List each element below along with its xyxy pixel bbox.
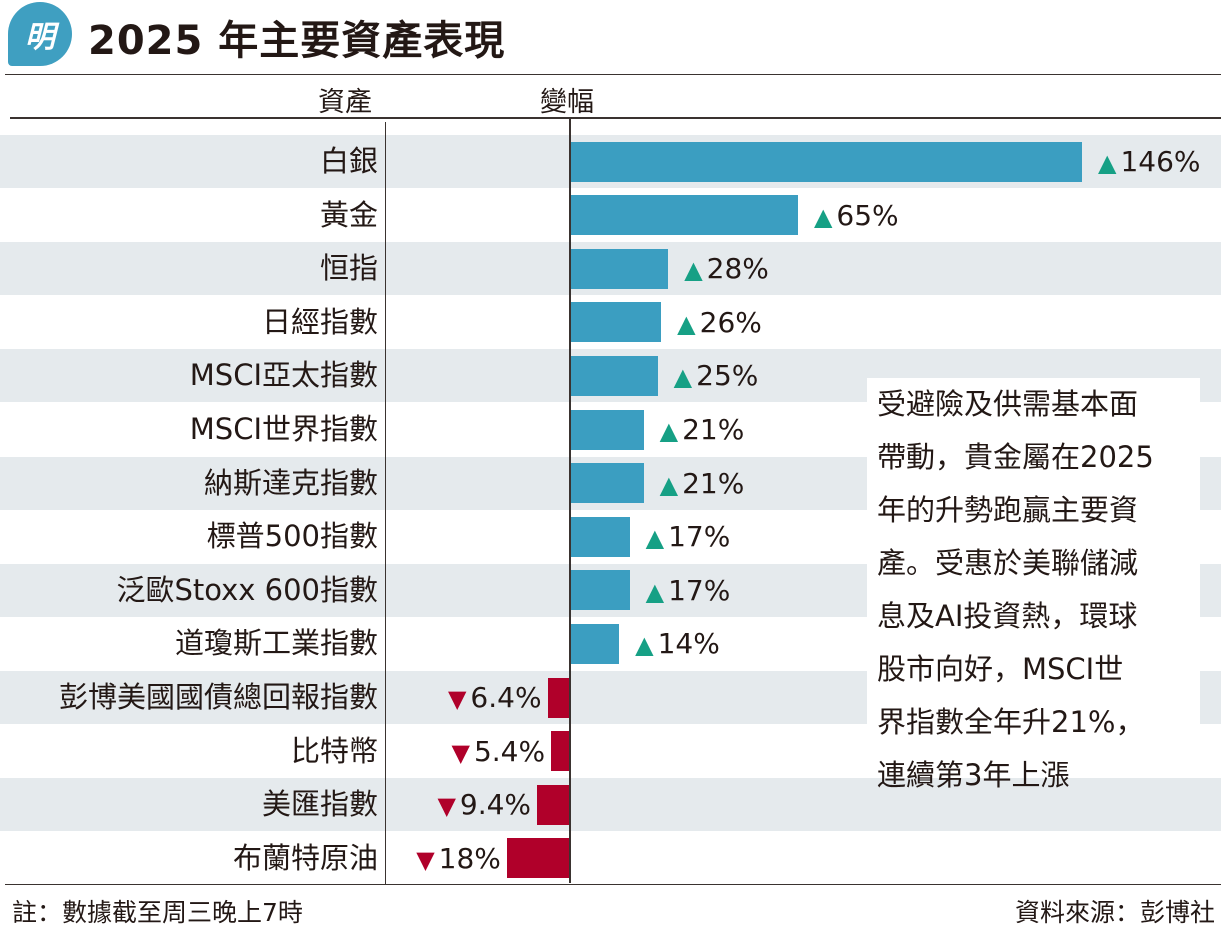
- value-label: ▼ 9.4%: [437, 778, 531, 833]
- annotation-line: 受避險及供需基本面: [877, 387, 1139, 421]
- category-label: 道瓊斯工業指數: [174, 626, 378, 661]
- bar: [570, 195, 798, 236]
- value-label: ▲ 146%: [1098, 135, 1201, 190]
- up-arrow-icon: ▲: [813, 202, 833, 231]
- up-arrow-icon: ▲: [659, 417, 679, 445]
- down-arrow-icon: ▼: [447, 685, 467, 713]
- up-arrow-icon: ▲: [645, 577, 665, 606]
- value-label: ▲ 21%: [660, 403, 745, 458]
- bar: [547, 677, 570, 718]
- value-text: 21%: [682, 413, 745, 446]
- bar: [570, 623, 620, 664]
- chart-title: 2025 年主要資產表現: [88, 18, 506, 64]
- annotation-line: 年的升勢跑贏主要資: [877, 493, 1139, 527]
- annotation-line: 帶動，貴金屬在2025: [877, 440, 1154, 474]
- value-text: 14%: [657, 627, 720, 661]
- value-text: 17%: [668, 520, 731, 554]
- up-arrow-icon: ▲: [1098, 149, 1117, 177]
- value-text: 28%: [706, 252, 769, 286]
- bar: [570, 248, 669, 289]
- value-label: ▼ 5.4%: [451, 725, 545, 780]
- value-text: 17%: [668, 573, 731, 607]
- value-label: ▲ 17%: [646, 510, 731, 565]
- annotation-line: 界指數全年升21%，: [877, 705, 1145, 739]
- bar: [570, 141, 1082, 182]
- value-label: ▲ 21%: [660, 457, 745, 512]
- category-label: 比特幣: [290, 733, 378, 768]
- annotation-line: 股市向好，MSCI世: [877, 652, 1124, 686]
- bar: [506, 838, 570, 879]
- value-text: 65%: [836, 198, 899, 232]
- annotation-box: 受避險及供需基本面 帶動，貴金屬在2025 年的升勢跑贏主要資 產。受惠於美聯儲…: [867, 378, 1200, 792]
- value-label: ▲ 28%: [684, 242, 769, 297]
- up-arrow-icon: ▲: [635, 631, 654, 660]
- up-arrow-icon: ▲: [659, 470, 679, 499]
- row-stripe: [0, 778, 1221, 832]
- value-text: 5.4%: [473, 734, 546, 768]
- bar: [570, 355, 658, 396]
- category-label: 泛歐Stoxx 600指數: [116, 572, 378, 607]
- divider: [5, 74, 1221, 75]
- column-header-change: 變幅: [540, 87, 594, 118]
- value-label: ▼ 6.4%: [448, 671, 542, 726]
- down-arrow-icon: ▼: [437, 792, 456, 821]
- bar: [551, 731, 570, 772]
- down-arrow-icon: ▼: [416, 845, 435, 874]
- divider: [5, 884, 1221, 885]
- source: 資料來源：彭博社: [1014, 898, 1215, 927]
- value-text: 9.4%: [459, 788, 532, 822]
- category-label: MSCI亞太指數: [189, 358, 378, 393]
- bar: [537, 784, 570, 825]
- category-label: 美匯指數: [261, 787, 378, 822]
- value-text: 25%: [696, 359, 759, 393]
- category-label: 黃金: [319, 197, 378, 232]
- category-label: 標普500指數: [206, 519, 378, 554]
- up-arrow-icon: ▲: [684, 256, 703, 285]
- bar: [570, 409, 644, 450]
- up-arrow-icon: ▲: [673, 363, 693, 392]
- value-text: 18%: [438, 841, 501, 875]
- value-label: ▲ 25%: [674, 349, 759, 404]
- annotation-line: 產。受惠於美聯儲減: [877, 546, 1139, 580]
- bar: [570, 516, 630, 557]
- bar: [570, 463, 644, 504]
- category-label: 納斯達克指數: [203, 465, 378, 500]
- zero-axis: [569, 119, 571, 883]
- value-label: ▲ 14%: [635, 617, 720, 672]
- value-label: ▲ 65%: [814, 189, 899, 244]
- value-label: ▼ 18%: [416, 832, 501, 887]
- annotation-line: 連續第3年上漲: [877, 758, 1070, 792]
- category-label: 彭博美國國債總回報指數: [58, 680, 378, 714]
- divider: [10, 117, 1221, 119]
- category-label: 白銀: [319, 144, 378, 178]
- down-arrow-icon: ▼: [451, 738, 470, 767]
- up-arrow-icon: ▲: [677, 309, 696, 338]
- value-text: 6.4%: [470, 681, 542, 714]
- category-label: 布蘭特原油: [232, 840, 378, 875]
- value-text: 26%: [699, 305, 762, 339]
- category-label: 恒指: [319, 251, 378, 286]
- logo: 明: [8, 2, 72, 66]
- category-label: 日經指數: [261, 304, 378, 339]
- footnote: 註：數據截至周三晚上7時: [12, 898, 303, 927]
- label-divider: [385, 122, 386, 885]
- value-label: ▲ 26%: [677, 296, 762, 351]
- column-header-asset: 資產: [318, 87, 372, 118]
- bar: [570, 570, 630, 611]
- category-label: MSCI世界指數: [189, 412, 378, 446]
- value-label: ▲ 17%: [646, 564, 731, 619]
- bar: [570, 302, 662, 343]
- up-arrow-icon: ▲: [645, 524, 665, 553]
- value-text: 146%: [1120, 145, 1201, 178]
- value-text: 21%: [682, 466, 745, 500]
- annotation-line: 息及AI投資熱，環球: [877, 599, 1138, 633]
